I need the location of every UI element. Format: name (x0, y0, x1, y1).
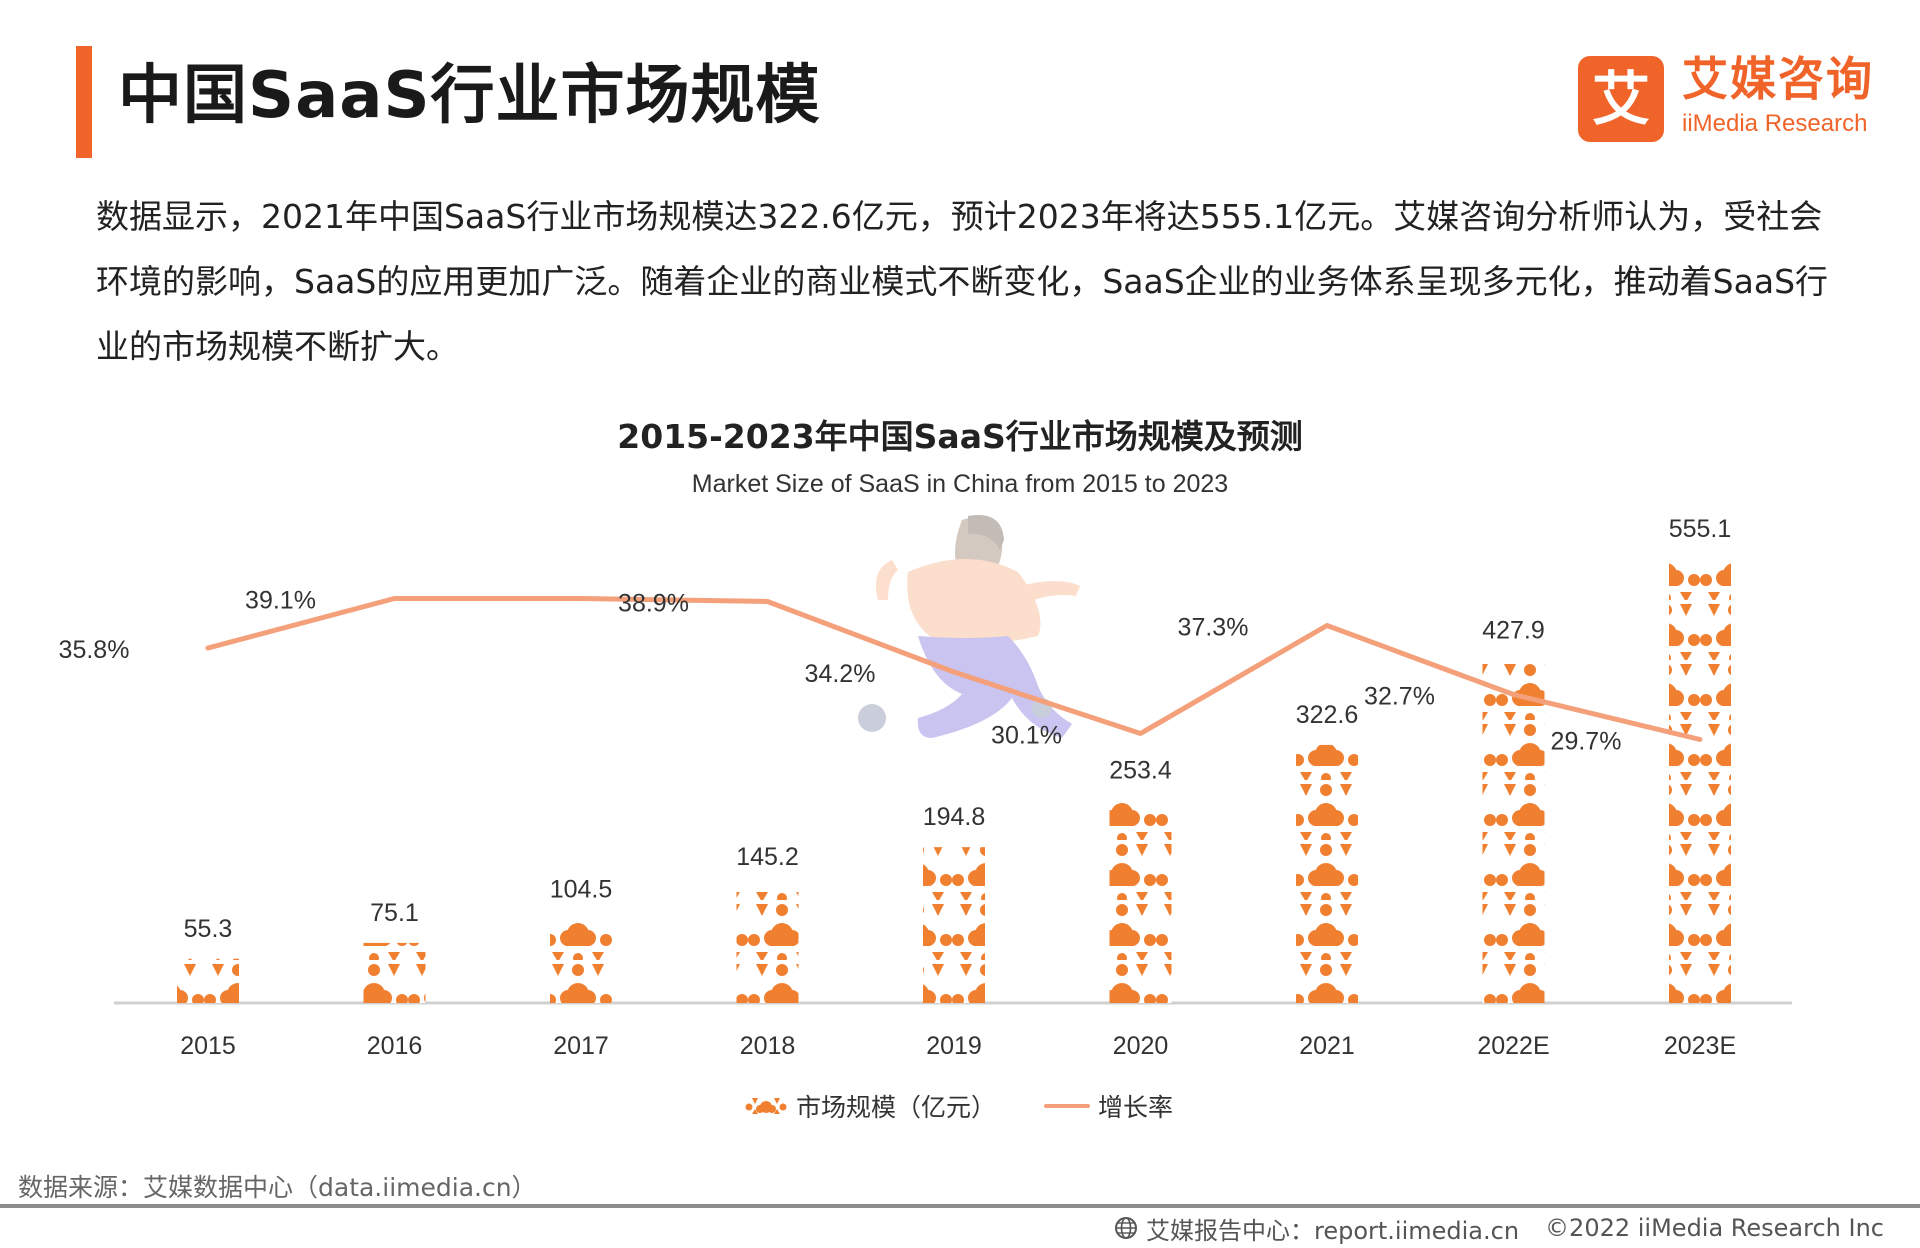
chart-subtitle: Market Size of SaaS in China from 2015 t… (691, 470, 1229, 498)
chart-title: 2015-2023年中国SaaS行业市场规模及预测 (617, 417, 1303, 456)
x-tick-label-2018: 2018 (740, 1032, 796, 1060)
growth-rate-label-2020: 30.1% (991, 722, 1062, 750)
footer-rule (0, 1204, 1920, 1208)
x-tick-label-2019: 2019 (926, 1032, 982, 1060)
logo-name-cn: 艾媒咨询 (1682, 52, 1874, 106)
growth-rate-label-2021: 37.3% (1178, 614, 1249, 642)
legend-line-swatch (1044, 1104, 1090, 1108)
bar-value-label-2015: 55.3 (184, 915, 233, 943)
growth-rate-label-2023E: 29.7% (1551, 728, 1622, 756)
legend: 市场规模（亿元） 增长率 (0, 1086, 1920, 1126)
bar-value-label-2018: 145.2 (736, 843, 799, 871)
bars-group (177, 558, 1731, 1003)
growth-rate-label-2018: 38.9% (618, 590, 689, 618)
bar-value-label-2017: 104.5 (550, 875, 613, 903)
x-tick-label-2020: 2020 (1113, 1032, 1169, 1060)
logo-name-en: iiMedia Research (1682, 110, 1868, 137)
page-title: 中国SaaS行业市场规模 (118, 59, 821, 133)
bar-value-label-2019: 194.8 (923, 803, 986, 831)
labels-group: 55.3 2015 75.1 2016 104.5 2017 145.2 2018 194.8 2… (180, 515, 1736, 1060)
bar-value-label-2016: 75.1 (370, 899, 419, 927)
bar-2022E (1482, 660, 1545, 1003)
legend-item-growth-rate: 增长率 (1044, 1086, 1173, 1126)
bar-2017 (550, 919, 612, 1003)
bar-2023E (1669, 558, 1731, 1003)
x-tick-label-2017: 2017 (553, 1032, 609, 1060)
bar-2015 (177, 958, 239, 1003)
growth-line-group: 35.8% 39.1% 38.9% 34.2% 30.1% 37.3% 32.7% 29.7% (59, 587, 1703, 756)
globe-icon (1114, 1217, 1137, 1239)
growth-rate-label-2016: 39.1% (245, 587, 316, 615)
bar-2021 (1296, 744, 1358, 1003)
data-source: 数据来源：艾媒数据中心（data.iimedia.cn） (18, 1173, 537, 1202)
bar-2019 (923, 847, 985, 1003)
x-tick-label-2015: 2015 (180, 1032, 236, 1060)
growth-rate-label-2019: 34.2% (805, 660, 876, 688)
footer-copyright: ©2022 iiMedia Research Inc (1545, 1214, 1884, 1242)
title-accent-bar (76, 46, 92, 158)
footer-report-center: 艾媒报告中心：report.iimedia.cn (1145, 1216, 1520, 1245)
x-tick-label-2021: 2021 (1299, 1032, 1355, 1060)
growth-rate-label-2022E: 32.7% (1364, 683, 1435, 711)
legend-item-market-size: 市场规模（亿元） (744, 1086, 996, 1126)
bar-2018 (736, 886, 799, 1003)
bar-value-label-2021: 322.6 (1296, 701, 1359, 729)
logo-mark-icon: 艾 (1578, 56, 1664, 142)
bar-value-label-2022E: 427.9 (1482, 617, 1545, 645)
bar-value-label-2023E: 555.1 (1669, 515, 1732, 543)
x-tick-label-2022E: 2022E (1477, 1032, 1549, 1060)
x-tick-label-2016: 2016 (367, 1032, 423, 1060)
growth-rate-line (205, 596, 1703, 742)
bar-2016 (363, 942, 426, 1003)
legend-label-growth-rate: 增长率 (1098, 1093, 1174, 1122)
description-paragraph: 数据显示，2021年中国SaaS行业市场规模达322.6亿元，预计2023年将达… (96, 197, 1829, 366)
legend-label-market-size: 市场规模（亿元） (796, 1093, 997, 1122)
bar-value-label-2020: 253.4 (1109, 756, 1172, 784)
x-tick-label-2023E: 2023E (1664, 1032, 1736, 1060)
cloud-network-icon (745, 1098, 787, 1114)
bar-2020 (1109, 800, 1172, 1003)
growth-rate-label-2015: 35.8% (59, 636, 130, 664)
brand-logo: 艾 艾媒咨询 iiMedia Research (1578, 52, 1878, 142)
footer: 艾媒报告中心：report.iimedia.cn ©2022 iiMedia R… (1114, 1208, 1884, 1248)
